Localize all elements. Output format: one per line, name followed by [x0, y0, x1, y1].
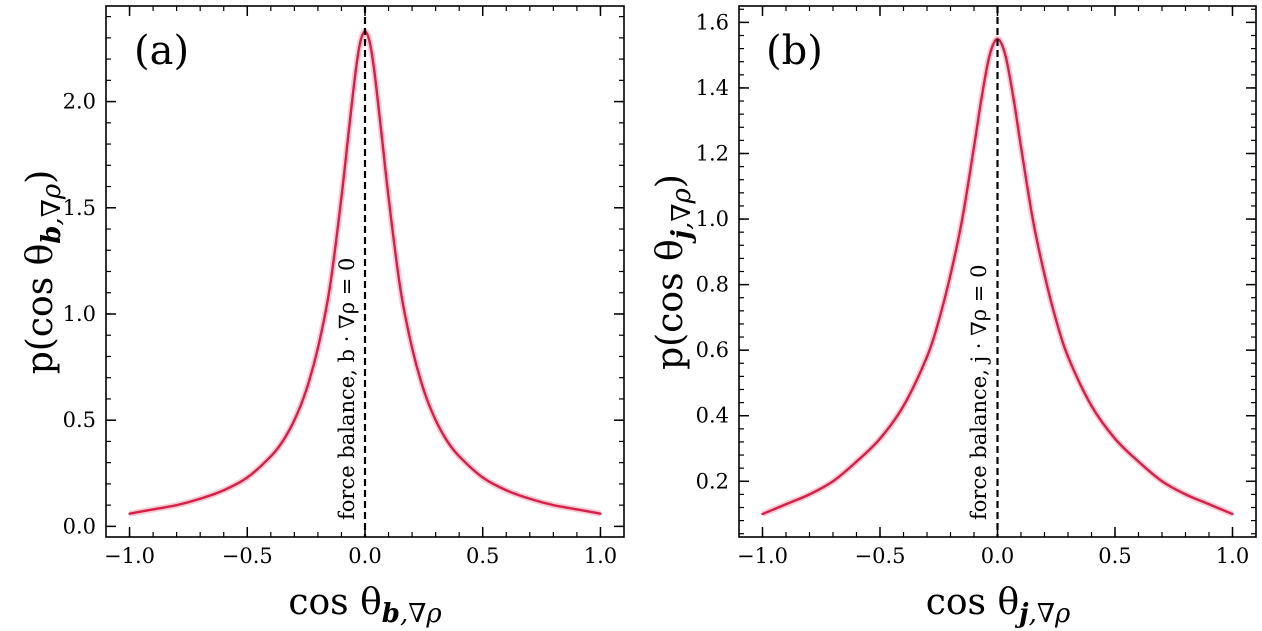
panel-a-data-point [128, 512, 131, 515]
panel-b-y-tick-label: 0.8 [696, 273, 729, 297]
panel-a-data-point [373, 70, 376, 74]
panel-b-x-tick-label: 1.0 [1216, 544, 1249, 568]
panel-a-data-point [552, 503, 555, 507]
panel-a-data-point [528, 497, 532, 500]
panel-a-data-point [505, 489, 508, 492]
panel-a-data-point [340, 195, 343, 199]
panel-a-data-point [599, 512, 602, 515]
panel-a-data-point [422, 389, 426, 392]
panel-a-data-point [434, 418, 437, 422]
panel-b-data-point [761, 512, 764, 516]
panel-b-y-tick-label: 0.2 [696, 469, 729, 493]
panel-b-data-point [1160, 480, 1164, 483]
panel-a-data-point [446, 440, 449, 443]
panel-a-data-point [575, 508, 579, 511]
panel-a-data-point [359, 40, 362, 44]
panel-b-data-point [1066, 355, 1070, 358]
panel-b-data-point [784, 503, 788, 506]
panel-a-data-point [175, 503, 178, 507]
panel-a: −1.0 −0.5 0.0 0.5 1.0 0.0 0.5 1.0 1.5 2.0 (a) for… [20, 5, 625, 629]
panel-a-label: (a) [134, 28, 189, 74]
panel-b-label: (b) [766, 28, 823, 74]
panel-b-data-point [925, 355, 929, 358]
panel-b-data-point [972, 145, 976, 149]
panel-a-data-point [281, 440, 284, 443]
panel-a-data-point [457, 455, 461, 458]
panel-b-data-point [1207, 503, 1211, 506]
panel-b-data-point [1231, 512, 1234, 516]
panel-a-annotation: force balance, b · ∇ρ = 0 [335, 258, 359, 520]
panel-a-data-point [246, 476, 249, 479]
panel-a-x-tick-label: −0.5 [222, 544, 273, 568]
panel-b-y-tick-label: 1.0 [696, 207, 729, 231]
panel-a-data-point [368, 40, 371, 44]
panel-b-data-point [1055, 319, 1058, 322]
panel-a-y-tick-label: 0.0 [63, 514, 96, 538]
panel-b-data-point [808, 493, 811, 496]
panel-a-data-point [328, 287, 331, 290]
panel-a-data-point [198, 497, 202, 500]
panel-a-data-point [399, 287, 402, 290]
panel-a-data-point [293, 418, 296, 422]
panel-a-data-point [387, 195, 390, 199]
panel-b-x-tick-label: 0.5 [1098, 544, 1131, 568]
panel-a-data-point [354, 70, 357, 74]
panel-b-data-point [991, 44, 994, 47]
panel-a-x-tick-label: 0.0 [348, 544, 381, 568]
panel-b-data-point [902, 404, 905, 408]
panel-a-y-tick-label: 1.5 [63, 196, 96, 220]
panel-b-y-tick-label: 1.4 [696, 76, 729, 100]
panel-b-y-tick-label: 0.4 [696, 404, 729, 428]
panel-a-data-point [222, 489, 225, 492]
panel-a-data-point [269, 455, 273, 458]
panel-a-data-point [410, 346, 414, 350]
panel-b-data-point [878, 437, 882, 440]
panel-b-y-tick-label: 1.6 [696, 10, 729, 34]
panel-b-annotation: force balance, j · ∇ρ = 0 [967, 265, 991, 520]
panel-a-data-point [151, 508, 155, 511]
panel-a-data-point [380, 132, 383, 135]
panel-a-x-tick-label: 1.0 [584, 544, 617, 568]
panel-b-y-tick-label: 0.6 [696, 338, 729, 362]
panel-b-data-point [1012, 99, 1016, 103]
panel-b-data-point [1184, 493, 1187, 496]
panel-b-data-point [961, 217, 964, 221]
panel-b-x-tick-label: 0.0 [981, 544, 1014, 568]
panel-a-data-point [481, 476, 484, 479]
panel-b-data-point [1005, 60, 1009, 63]
panel-b-x-tick-label: −1.0 [737, 544, 788, 568]
panel-b-data-point [979, 99, 983, 103]
panel-b-data-point [1090, 404, 1093, 408]
panel-a-data-point [316, 346, 320, 350]
panel-b-data-point [1019, 145, 1023, 149]
panel-a-data-point [347, 132, 350, 135]
panel-b-x-axis-label: cos θj,∇ρ [926, 582, 1071, 629]
panel-b-data-point [1113, 437, 1117, 440]
panel-b-data-point [937, 319, 940, 322]
panel-b: −1.0 −0.5 0.0 0.5 1.0 0.2 0.4 0.6 0.8 1.0 1.2 1.4 1.… [650, 5, 1257, 629]
panel-b-x-tick-label: −0.5 [855, 544, 906, 568]
panel-a-data-point [304, 389, 308, 392]
panel-a-y-tick-label: 1.0 [63, 302, 96, 326]
panel-a-y-tick-label: 2.0 [63, 90, 96, 114]
panel-b-data-point [949, 273, 952, 276]
panel-b-data-point [831, 480, 835, 483]
panel-b-data-point [1001, 44, 1004, 47]
panel-b-data-point [1043, 273, 1046, 276]
panel-b-data-point [1031, 217, 1034, 221]
panel-a-y-tick-label: 0.5 [63, 408, 96, 432]
panel-a-x-tick-label: −1.0 [104, 544, 155, 568]
panel-a-y-axis-label: p(cos θb,∇ρ) [20, 170, 67, 374]
panel-b-y-axis-label: p(cos θj,∇ρ) [650, 174, 697, 370]
panel-b-data-point [1137, 460, 1140, 463]
panel-b-y-tick-label: 1.2 [696, 142, 729, 166]
panel-b-data-point [986, 60, 990, 63]
panel-a-x-tick-label: 0.5 [466, 544, 499, 568]
panel-a-x-axis-label: cos θb,∇ρ [288, 582, 442, 629]
panel-b-data-point [855, 460, 858, 463]
